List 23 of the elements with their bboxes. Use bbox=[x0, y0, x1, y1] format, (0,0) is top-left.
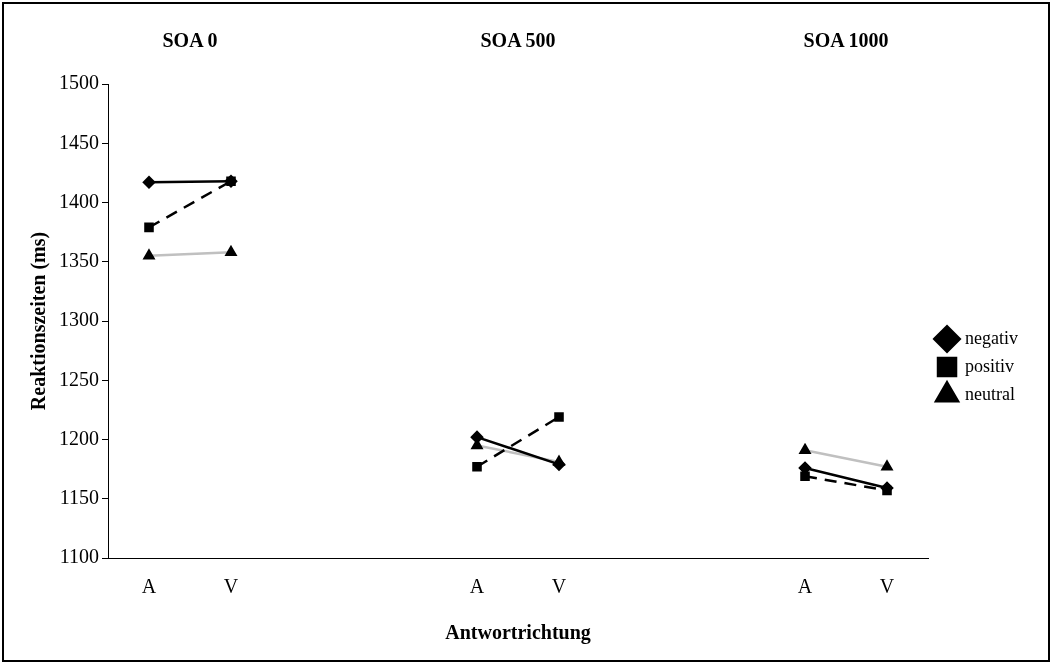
x-tick-label: A bbox=[141, 575, 157, 598]
x-tick-label: A bbox=[797, 575, 813, 598]
y-tick-label: 1400 bbox=[59, 189, 99, 212]
y-tick-label: 1200 bbox=[59, 426, 99, 449]
x-axis-title: Antwortrichtung bbox=[445, 621, 591, 645]
y-tick-label: 1150 bbox=[59, 486, 99, 508]
x-tick-label: V bbox=[551, 575, 567, 598]
y-tick-label: 1300 bbox=[59, 308, 99, 331]
y-tick-label: 1450 bbox=[59, 130, 99, 153]
y-axis-title: Reaktionszeiten (ms) bbox=[27, 231, 51, 411]
legend-label: neutral bbox=[965, 383, 1015, 404]
x-tick-label: V bbox=[223, 575, 239, 598]
text: SOA 1000 bbox=[803, 29, 889, 52]
x-tick-label: V bbox=[879, 575, 895, 598]
legend-label: positiv bbox=[965, 355, 1015, 376]
x-tick-label: A bbox=[469, 575, 485, 598]
legend-label: negativ bbox=[965, 327, 1018, 348]
y-tick-label: 1100 bbox=[59, 545, 99, 568]
y-tick-label: 1500 bbox=[59, 71, 99, 94]
y-tick-label: 1350 bbox=[59, 249, 99, 271]
text: SOA 0 bbox=[162, 29, 218, 52]
y-tick-label: 1250 bbox=[59, 367, 99, 390]
text: SOA 500 bbox=[480, 29, 556, 52]
